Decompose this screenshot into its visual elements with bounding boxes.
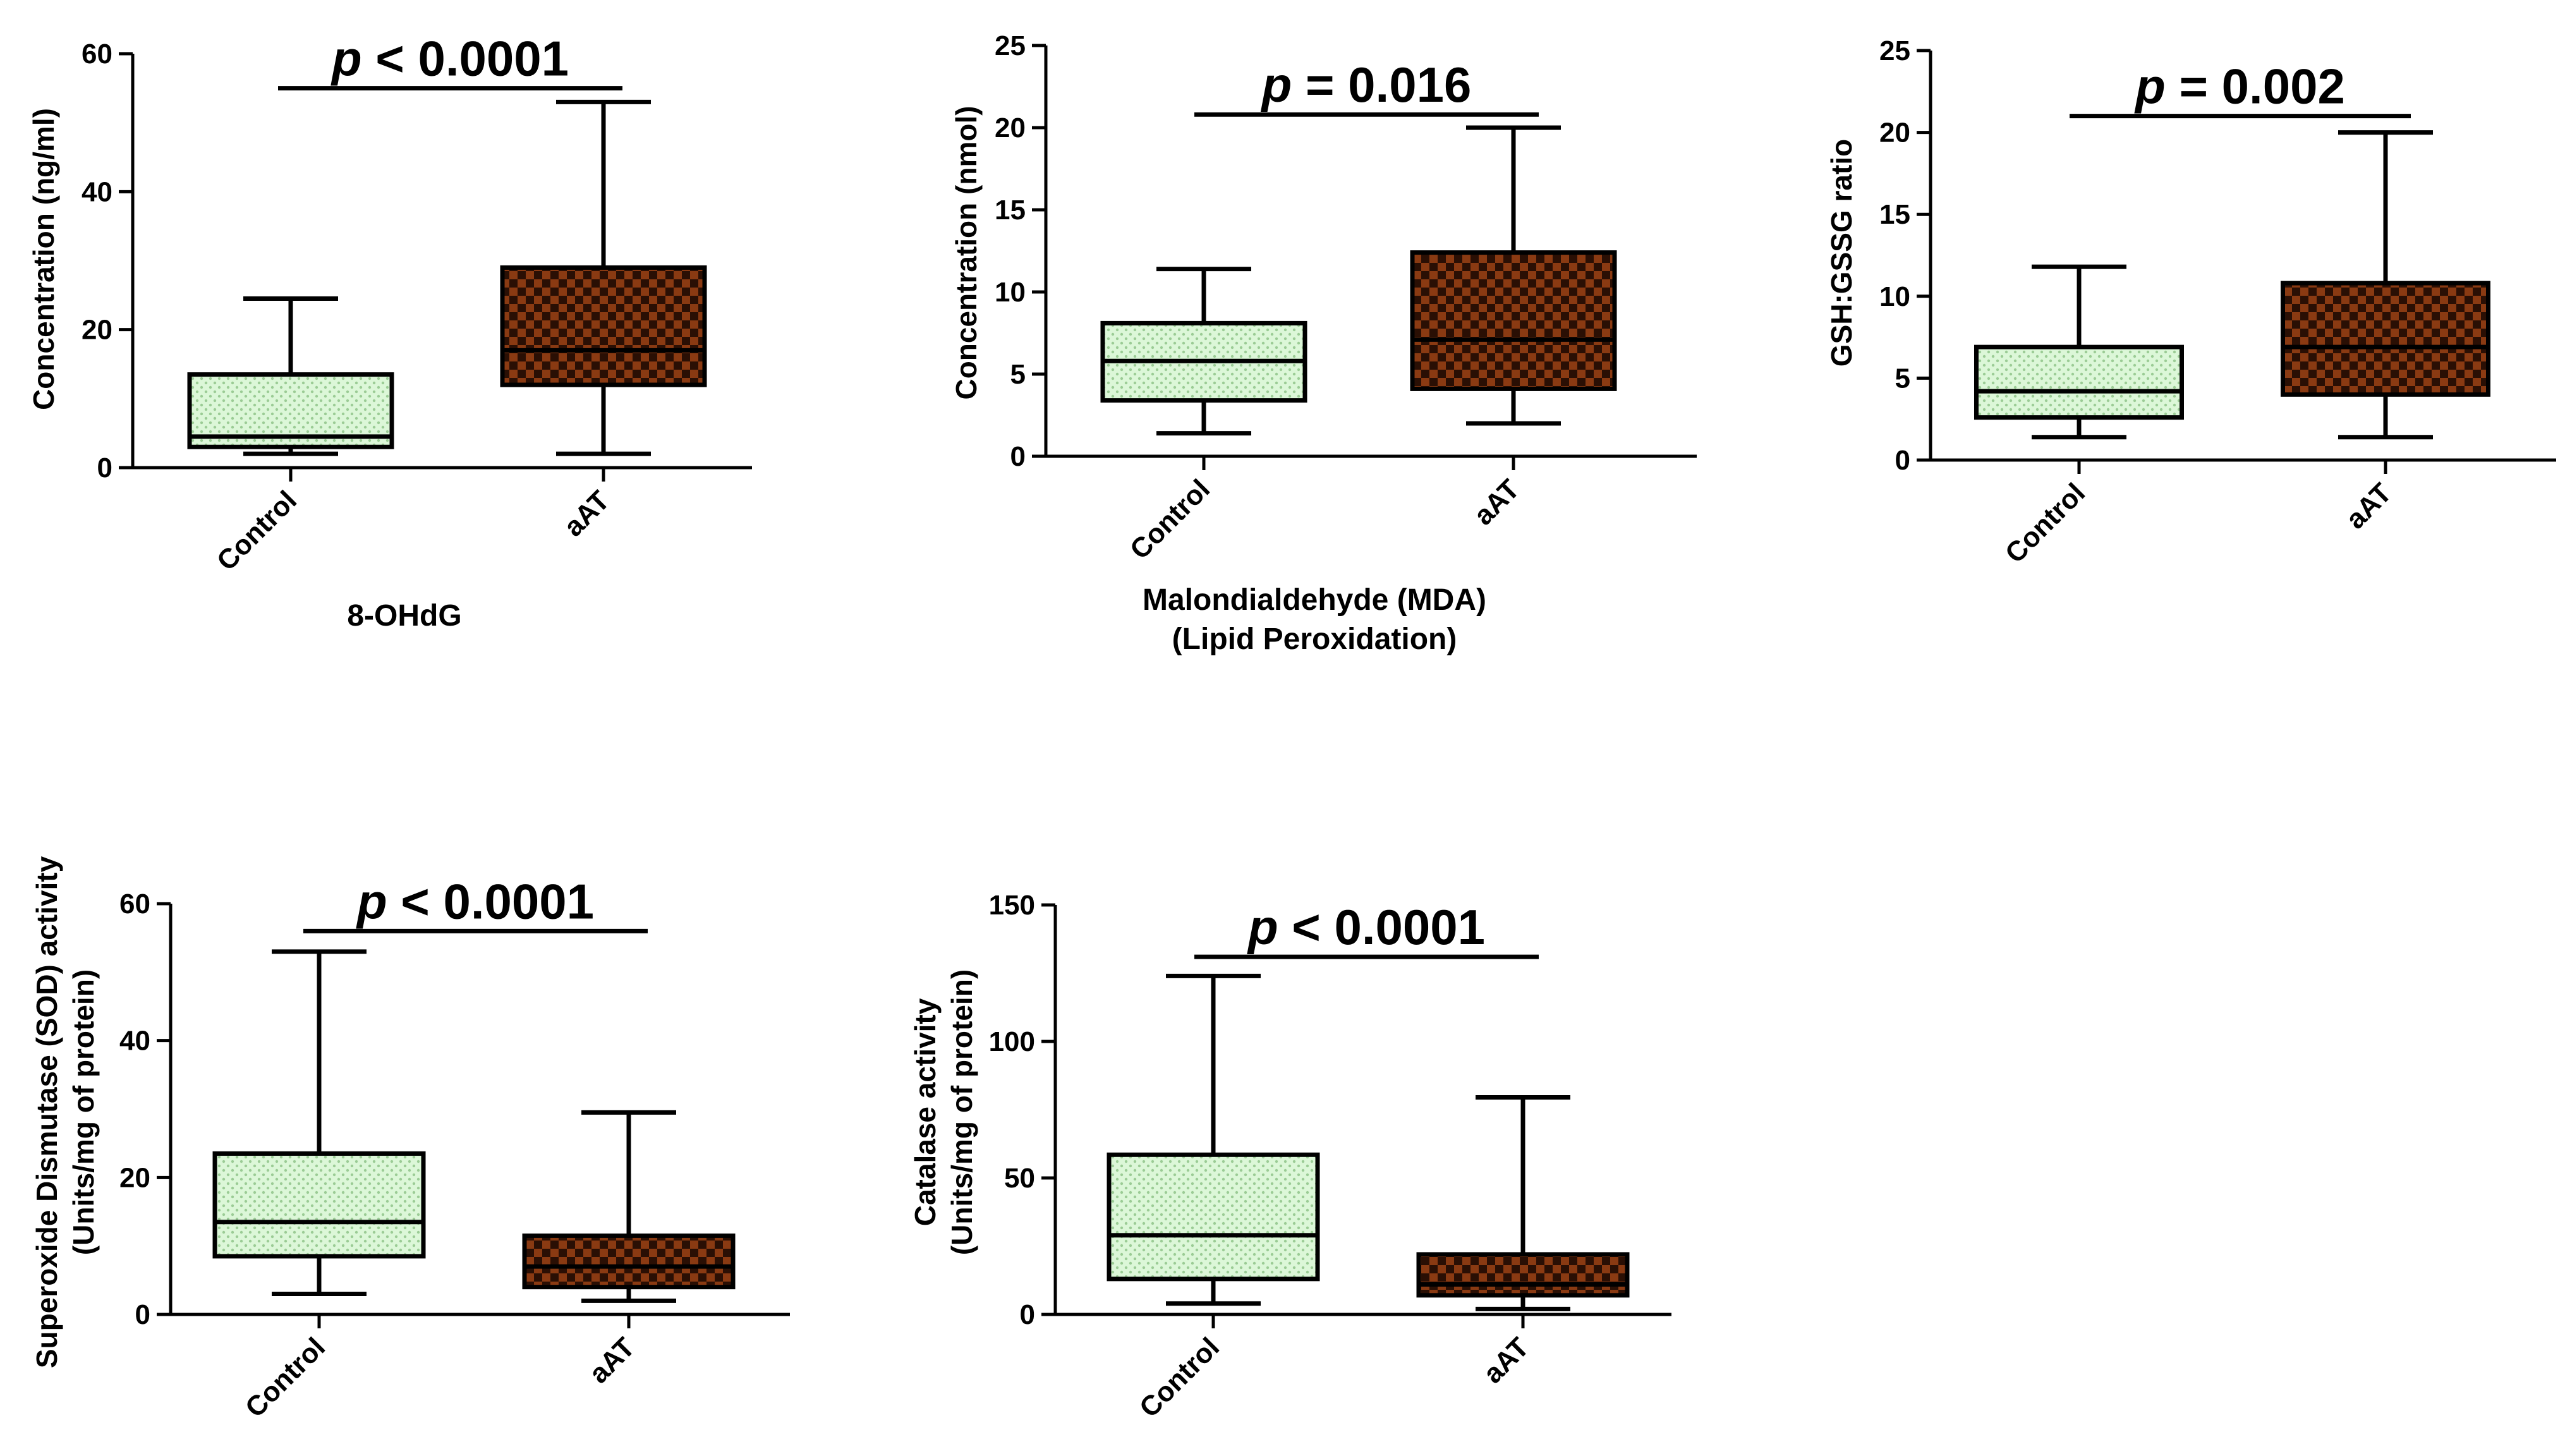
x-tick-label-control: Control (1134, 1332, 1225, 1423)
y-tick-label: 5 (1895, 363, 1910, 394)
y-tick-label: 15 (1879, 199, 1910, 230)
y-tick-label: 100 (989, 1026, 1035, 1057)
box-control (212, 1151, 426, 1259)
x-tick-label-aat: aAT (558, 485, 615, 542)
box-aat (2281, 281, 2490, 397)
y-tick-label: 150 (989, 890, 1035, 921)
box-aat (1416, 1252, 1630, 1298)
y-tick-label: 25 (995, 30, 1026, 61)
y-tick-label: 25 (1879, 35, 1910, 66)
chart-panel-3: 0 5 10 15 20 25 Control aAT p = 0.002 GSH:GSSG ra… (1825, 35, 2556, 569)
box-aat (1410, 250, 1617, 391)
y-axis-label-line-2: (Units/mg of protein) (67, 969, 100, 1255)
box-aat (500, 265, 707, 387)
x-tick-label-control: Control (1124, 473, 1216, 565)
y-axis-label: Concentration (ng/ml) (27, 108, 60, 410)
chart-panel-2: 0 5 10 15 20 25 Control aAT p = 0.016 Concentrati… (950, 30, 1697, 656)
y-tick-label: 20 (119, 1162, 150, 1193)
p-value: = 0.002 (2166, 59, 2345, 114)
x-tick-label-aat: aAT (1477, 1332, 1535, 1389)
y-tick-label: 40 (119, 1026, 150, 1057)
chart-title: Malondialdehyde (MDA) (1143, 583, 1486, 617)
y-tick-label: 40 (82, 176, 112, 207)
y-tick-label: 10 (1879, 281, 1910, 312)
y-tick-label: 50 (1004, 1163, 1035, 1194)
x-tick-label-control: Control (211, 485, 303, 576)
y-tick-label: 0 (1895, 445, 1910, 476)
y-tick-label: 0 (97, 452, 112, 483)
box-aat (522, 1233, 736, 1290)
x-tick-label-aat: aAT (583, 1332, 641, 1389)
chart-panel-5: 0 50 100 150 Control aAT p < 0.0001 Catalase ac… (909, 890, 1671, 1424)
chart-title: 8-OHdG (347, 599, 461, 633)
p-value-label: p < 0.0001 (356, 873, 594, 929)
chart-panel-4: 0 20 40 60 Control aAT p < 0.0001 Superoxide Di… (30, 856, 790, 1424)
y-axis-label: Concentration (nmol) (950, 106, 983, 399)
box-control (1974, 344, 2184, 420)
chart-panel-1: 0 20 40 60 Control aAT p < 0.0001 Concentration… (27, 31, 752, 633)
p-value-label: p = 0.002 (2134, 59, 2345, 114)
y-tick-label: 60 (82, 39, 112, 70)
p-value: < 0.0001 (387, 873, 594, 929)
y-tick-label: 0 (1010, 441, 1026, 472)
y-tick-label: 0 (135, 1299, 150, 1330)
y-tick-label: 10 (995, 277, 1026, 308)
y-tick-label: 15 (995, 195, 1026, 226)
y-axis-label-line-1: Catalase activity (909, 998, 942, 1226)
chart-subtitle: (Lipid Peroxidation) (1172, 622, 1457, 656)
p-symbol: p (356, 873, 387, 929)
p-symbol: p (1247, 899, 1278, 955)
p-value: < 0.0001 (362, 31, 569, 87)
y-axis-label: GSH:GSSG ratio (1825, 139, 1858, 367)
y-tick-label: 20 (995, 112, 1026, 143)
x-tick-label-control: Control (1999, 477, 2091, 569)
y-tick-label: 20 (82, 315, 112, 346)
y-tick-label: 5 (1010, 359, 1026, 390)
box-control (1107, 1152, 1320, 1282)
y-tick-label: 60 (119, 889, 150, 919)
p-value: = 0.016 (1292, 57, 1471, 112)
p-symbol: p (1261, 57, 1292, 112)
x-tick-label-aat: aAT (1468, 473, 1525, 531)
y-axis-label-line-1: Superoxide Dismutase (SOD) activity (30, 856, 63, 1368)
p-value-label: p < 0.0001 (1247, 899, 1485, 955)
y-tick-label: 20 (1879, 118, 1910, 149)
p-value: < 0.0001 (1278, 899, 1485, 955)
p-symbol: p (330, 31, 362, 87)
p-value-label: p < 0.0001 (330, 31, 569, 87)
p-symbol: p (2134, 59, 2166, 114)
x-tick-label-control: Control (240, 1332, 331, 1423)
p-value-label: p = 0.016 (1261, 57, 1472, 112)
y-axis-label-line-2: (Units/mg of protein) (945, 969, 978, 1255)
y-tick-label: 0 (1020, 1299, 1035, 1330)
x-tick-label-aat: aAT (2340, 477, 2398, 535)
